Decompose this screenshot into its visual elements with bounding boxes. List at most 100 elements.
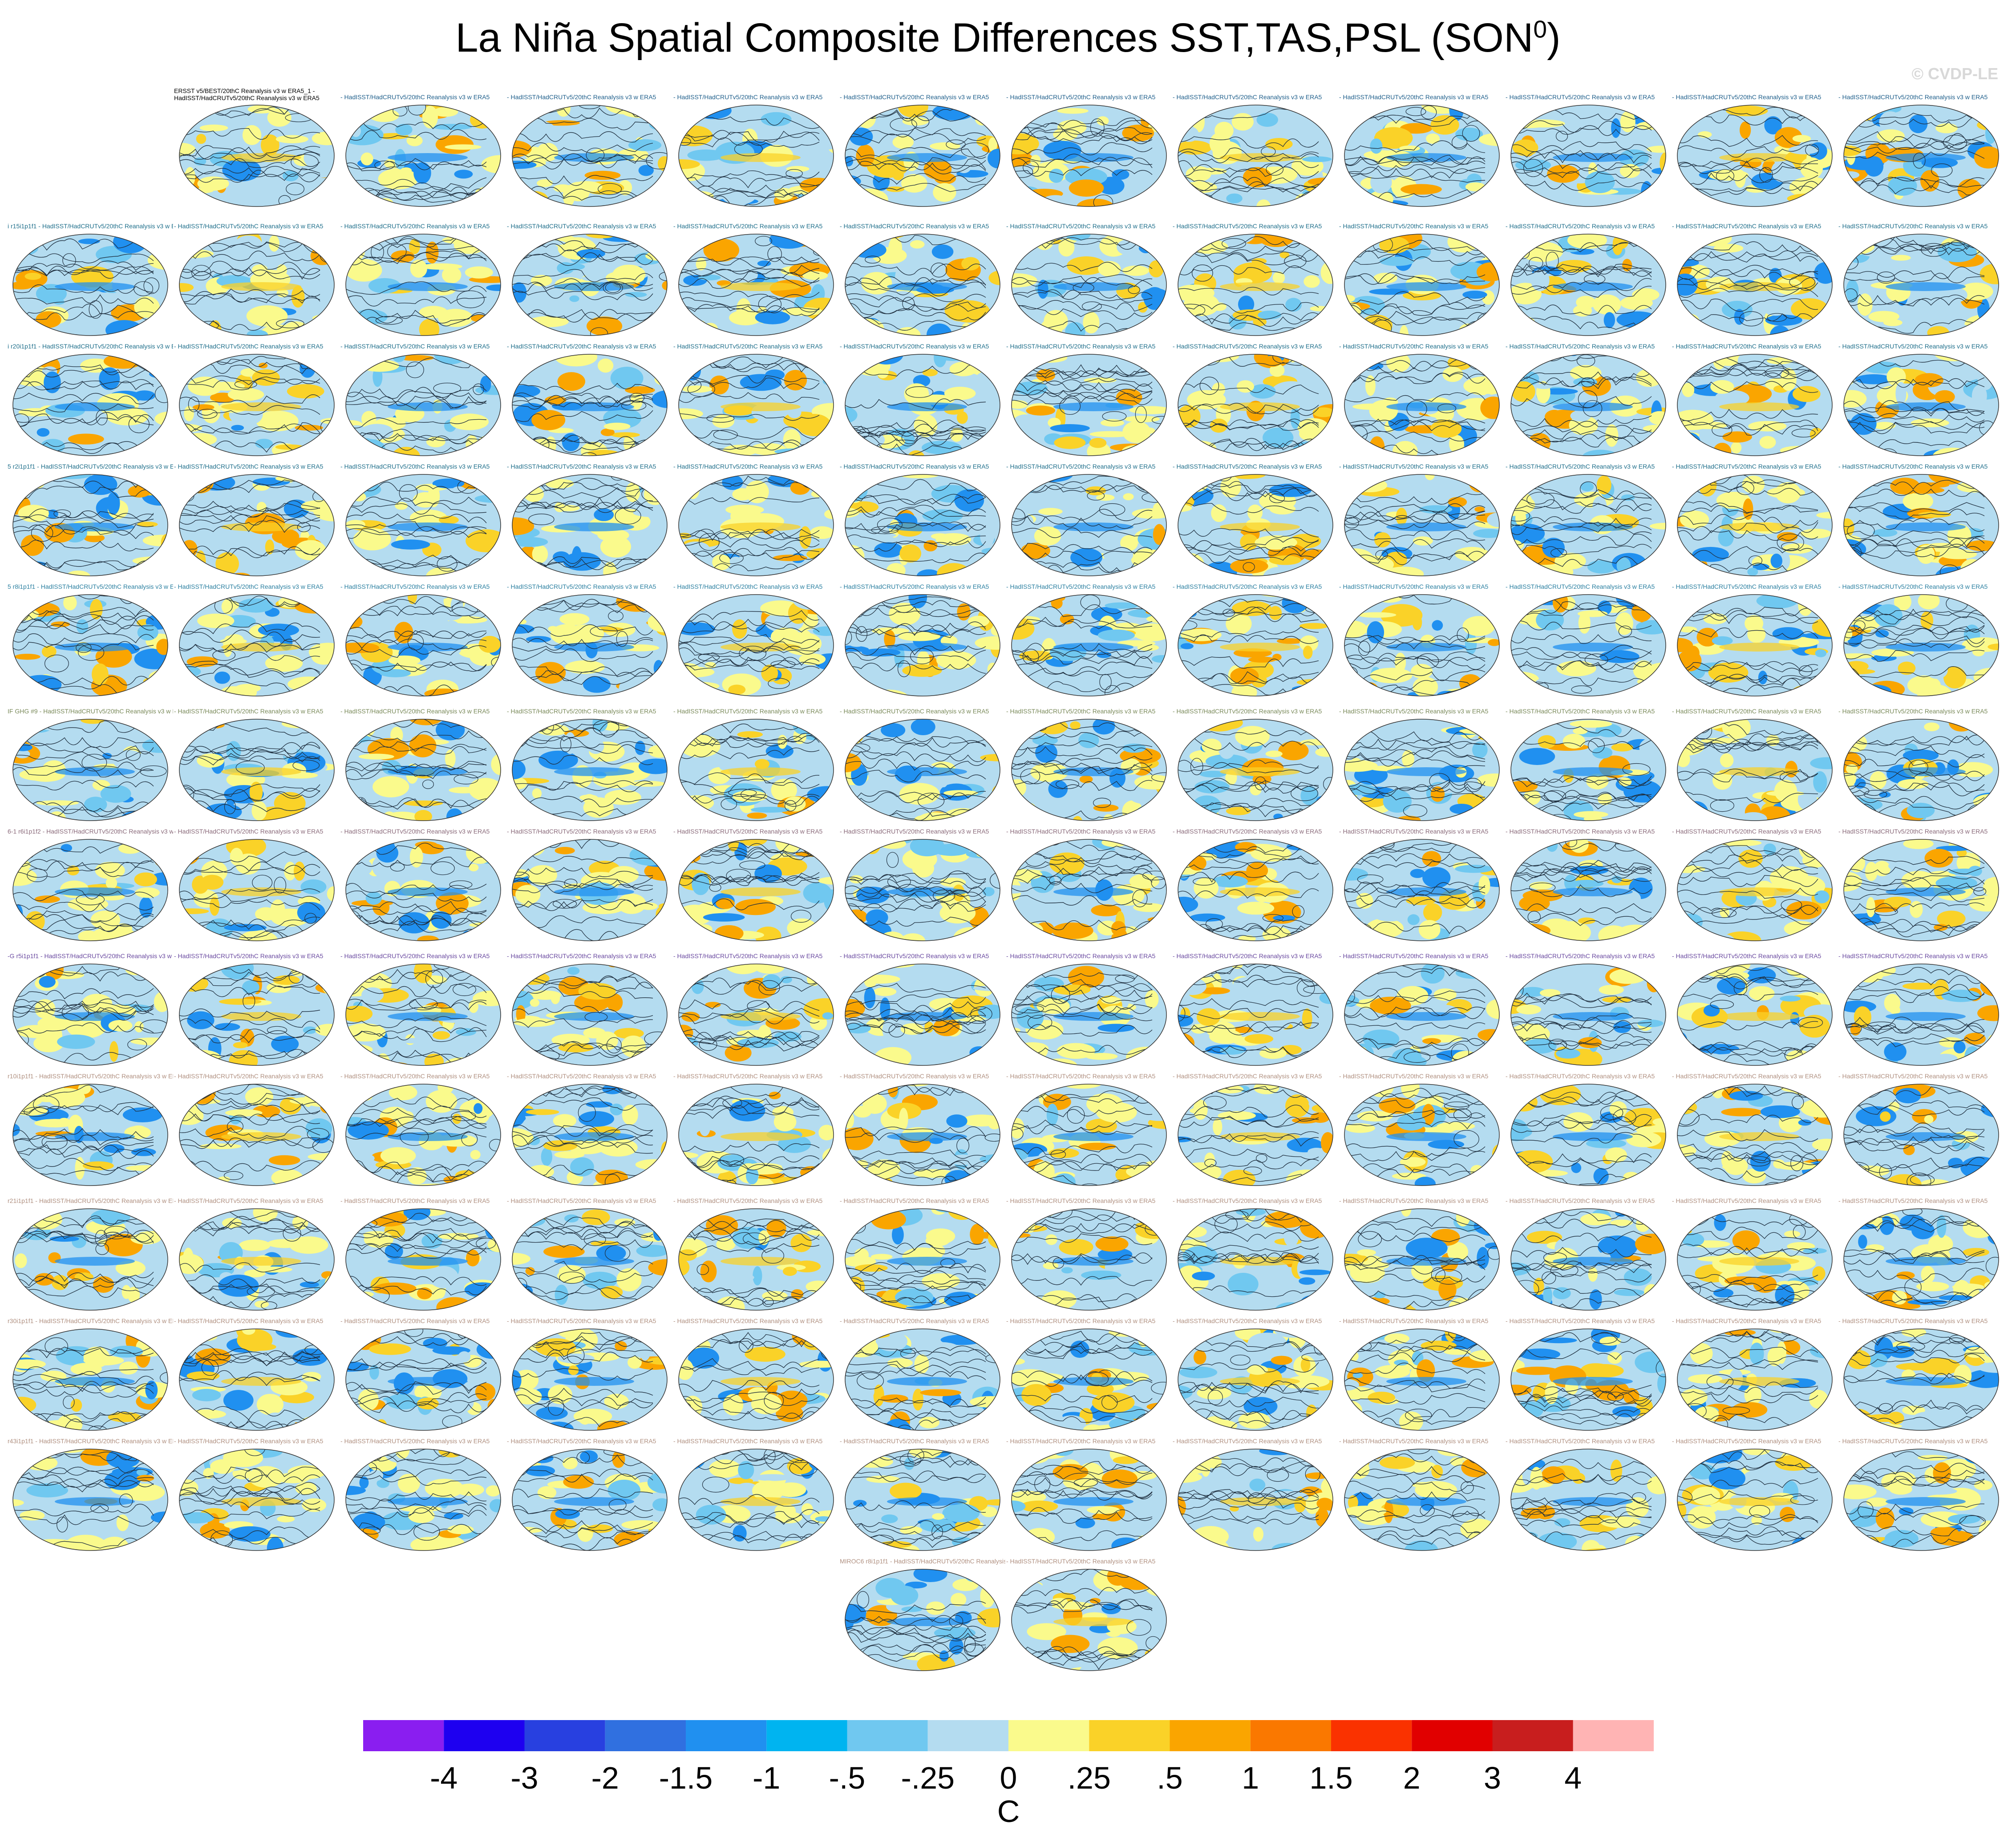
map-panel: r21i1p1f1 - HadISST/HadCRUTv5/20thC Rean…	[8, 1197, 173, 1313]
map-plot	[12, 839, 168, 941]
map-panel: - HadISST/HadCRUTv5/20thC Reanalysis v3 …	[1173, 1317, 1338, 1433]
panel-label: - HadISST/HadCRUTv5/20thC Reanalysis v3 …	[1339, 93, 1489, 101]
map-plot	[1510, 1084, 1666, 1186]
map-plot	[845, 474, 1000, 576]
map-plot	[345, 105, 501, 207]
map-plot	[1843, 1084, 1999, 1186]
panel-label: - HadISST/HadCRUTv5/20thC Reanalysis v3 …	[1672, 952, 1822, 960]
map-panel: - HadISST/HadCRUTv5/20thC Reanalysis v3 …	[340, 952, 506, 1068]
map-plot	[179, 1084, 335, 1186]
panel-label: - HadISST/HadCRUTv5/20thC Reanalysis v3 …	[507, 952, 656, 960]
map-panel: - HadISST/HadCRUTv5/20thC Reanalysis v3 …	[1672, 1317, 1838, 1433]
panel-label: -G r5i1p1f1 - HadISST/HadCRUTv5/20thC Re…	[8, 952, 173, 960]
panel-label: - HadISST/HadCRUTv5/20thC Reanalysis v3 …	[1672, 343, 1822, 350]
map-panel: - HadISST/HadCRUTv5/20thC Reanalysis v3 …	[174, 583, 340, 699]
panel-label: - HadISST/HadCRUTv5/20thC Reanalysis v3 …	[174, 1437, 324, 1445]
map-plot	[345, 234, 501, 336]
panel-label: - HadISST/HadCRUTv5/20thC Reanalysis v3 …	[1838, 1437, 1988, 1445]
panel-label: r43i1p1f1 - HadISST/HadCRUTv5/20thC Rean…	[8, 1437, 173, 1445]
panel-label: - HadISST/HadCRUTv5/20thC Reanalysis v3 …	[1006, 343, 1156, 350]
map-plot	[1178, 964, 1333, 1066]
map-plot	[1510, 719, 1666, 821]
map-plot	[345, 719, 501, 821]
map-plot	[512, 719, 668, 821]
map-panel: - HadISST/HadCRUTv5/20thC Reanalysis v3 …	[1838, 463, 2004, 579]
colorbar-segment	[1170, 1720, 1251, 1751]
panel-label: - HadISST/HadCRUTv5/20thC Reanalysis v3 …	[840, 1437, 989, 1445]
panel-label: - HadISST/HadCRUTv5/20thC Reanalysis v3 …	[340, 828, 490, 835]
panel-label: - HadISST/HadCRUTv5/20thC Reanalysis v3 …	[340, 1073, 490, 1080]
map-panel: - HadISST/HadCRUTv5/20thC Reanalysis v3 …	[1006, 463, 1172, 579]
map-panel: - HadISST/HadCRUTv5/20thC Reanalysis v3 …	[673, 343, 839, 458]
map-panel: - HadISST/HadCRUTv5/20thC Reanalysis v3 …	[1506, 708, 1671, 823]
panel-label: - HadISST/HadCRUTv5/20thC Reanalysis v3 …	[1006, 1558, 1156, 1565]
colorbar-tick-label: -3	[510, 1761, 538, 1795]
panel-label: ERSST v5/BEST/20thC Reanalysis v3 w ERA5…	[174, 87, 320, 101]
panel-label: - HadISST/HadCRUTv5/20thC Reanalysis v3 …	[1672, 583, 1822, 590]
map-plot	[1510, 234, 1666, 336]
map-plot	[1011, 234, 1167, 336]
colorbar-segment	[766, 1720, 847, 1751]
map-plot	[678, 1084, 834, 1186]
map-plot	[678, 719, 834, 821]
map-panel: - HadISST/HadCRUTv5/20thC Reanalysis v3 …	[1506, 583, 1671, 699]
panel-label: - HadISST/HadCRUTv5/20thC Reanalysis v3 …	[1339, 1073, 1489, 1080]
map-panel: - HadISST/HadCRUTv5/20thC Reanalysis v3 …	[1339, 463, 1505, 579]
map-panel: - HadISST/HadCRUTv5/20thC Reanalysis v3 …	[1339, 343, 1505, 458]
map-panel: - HadISST/HadCRUTv5/20thC Reanalysis v3 …	[1173, 708, 1338, 823]
map-panel: - HadISST/HadCRUTv5/20thC Reanalysis v3 …	[507, 708, 672, 823]
panel-label: - HadISST/HadCRUTv5/20thC Reanalysis v3 …	[840, 93, 989, 101]
map-plot	[179, 719, 335, 821]
colorbar-tick-label: .25	[1067, 1761, 1111, 1795]
map-plot	[1510, 474, 1666, 576]
map-panel: - HadISST/HadCRUTv5/20thC Reanalysis v3 …	[340, 828, 506, 943]
map-panel: - HadISST/HadCRUTv5/20thC Reanalysis v3 …	[1506, 952, 1671, 1068]
colorbar-tick-label: 4	[1564, 1761, 1582, 1795]
panel-label: - HadISST/HadCRUTv5/20thC Reanalysis v3 …	[1173, 708, 1322, 715]
colorbar-tick-label: .5	[1157, 1761, 1183, 1795]
map-panel: - HadISST/HadCRUTv5/20thC Reanalysis v3 …	[340, 583, 506, 699]
panel-label: - HadISST/HadCRUTv5/20thC Reanalysis v3 …	[1506, 828, 1655, 835]
panel-label: - HadISST/HadCRUTv5/20thC Reanalysis v3 …	[1506, 583, 1655, 590]
map-panel: - HadISST/HadCRUTv5/20thC Reanalysis v3 …	[1006, 1073, 1172, 1188]
panel-label: - HadISST/HadCRUTv5/20thC Reanalysis v3 …	[1339, 708, 1489, 715]
panel-label: - HadISST/HadCRUTv5/20thC Reanalysis v3 …	[340, 708, 490, 715]
watermark: © CVDP-LE	[1911, 65, 1998, 83]
colorbar-segment	[847, 1720, 928, 1751]
panel-label: - HadISST/HadCRUTv5/20thC Reanalysis v3 …	[673, 952, 823, 960]
map-plot	[345, 1208, 501, 1311]
map-plot	[1677, 1328, 1833, 1431]
map-panel: - HadISST/HadCRUTv5/20thC Reanalysis v3 …	[1672, 828, 1838, 943]
panel-label: - HadISST/HadCRUTv5/20thC Reanalysis v3 …	[1339, 1197, 1489, 1204]
map-plot	[1344, 474, 1500, 576]
map-plot	[1843, 105, 1999, 207]
map-plot	[1178, 105, 1333, 207]
map-plot	[1510, 1328, 1666, 1431]
map-plot	[1344, 1084, 1500, 1186]
map-plot	[1677, 719, 1833, 821]
map-panel: - HadISST/HadCRUTv5/20thC Reanalysis v3 …	[340, 1437, 506, 1553]
panel-label: - HadISST/HadCRUTv5/20thC Reanalysis v3 …	[1838, 463, 1988, 470]
panel-label: - HadISST/HadCRUTv5/20thC Reanalysis v3 …	[1672, 93, 1822, 101]
panel-label: - HadISST/HadCRUTv5/20thC Reanalysis v3 …	[673, 1073, 823, 1080]
map-panel: i r20i1p1f1 - HadISST/HadCRUTv5/20thC Re…	[8, 343, 173, 458]
map-panel: - HadISST/HadCRUTv5/20thC Reanalysis v3 …	[1672, 952, 1838, 1068]
map-plot	[1011, 964, 1167, 1066]
map-panel: - HadISST/HadCRUTv5/20thC Reanalysis v3 …	[174, 1317, 340, 1433]
map-plot	[345, 354, 501, 456]
map-plot	[12, 719, 168, 821]
panel-label: - HadISST/HadCRUTv5/20thC Reanalysis v3 …	[1838, 1197, 1988, 1204]
map-plot	[1843, 719, 1999, 821]
map-plot	[12, 594, 168, 696]
panel-label: - HadISST/HadCRUTv5/20thC Reanalysis v3 …	[1006, 1073, 1156, 1080]
map-plot	[1178, 474, 1333, 576]
colorbar	[363, 1720, 1654, 1751]
colorbar-segment	[1412, 1720, 1493, 1751]
panel-label: - HadISST/HadCRUTv5/20thC Reanalysis v3 …	[1506, 1437, 1655, 1445]
panel-label: - HadISST/HadCRUTv5/20thC Reanalysis v3 …	[1506, 93, 1655, 101]
panel-label: - HadISST/HadCRUTv5/20thC Reanalysis v3 …	[1006, 1437, 1156, 1445]
panel-label: - HadISST/HadCRUTv5/20thC Reanalysis v3 …	[1173, 463, 1322, 470]
panel-label: - HadISST/HadCRUTv5/20thC Reanalysis v3 …	[1838, 1317, 1988, 1324]
map-plot	[1011, 474, 1167, 576]
map-plot	[179, 964, 335, 1066]
